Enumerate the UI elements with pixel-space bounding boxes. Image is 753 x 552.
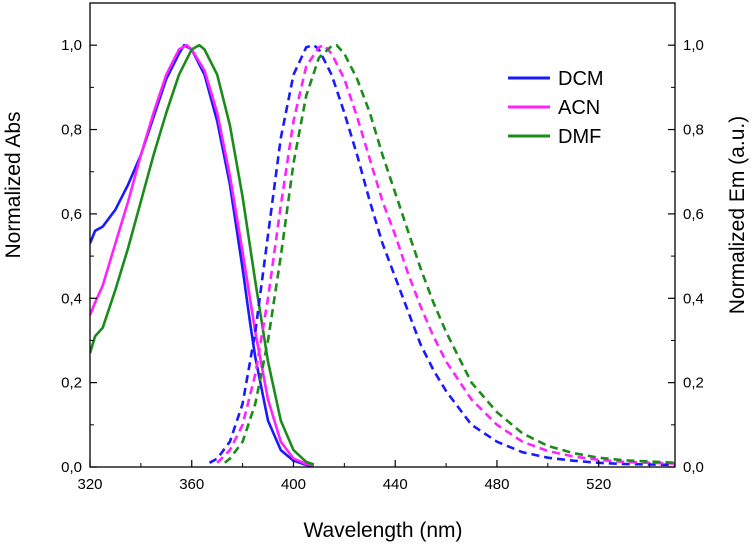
legend-label-dcm: DCM [558, 68, 604, 90]
y-left-tick-label: 1,0 [61, 37, 82, 54]
axes-group [89, 2, 676, 468]
ticks-group: 320 360 400 440 480 520 0,0 0,0 0,2 0,2 0,4 0,4 0,6 0… [61, 37, 704, 493]
series-line-emission-dmf [223, 43, 675, 465]
legend-label-dmf: DMF [558, 126, 601, 148]
legend: DCM ACN DMF [508, 68, 604, 148]
y-right-tick-label: 0,4 [683, 290, 704, 307]
y-right-tick-label: 0,0 [683, 459, 704, 476]
legend-label-acn: ACN [558, 97, 600, 119]
y-right-tick-label: 0,2 [683, 375, 704, 392]
y-left-tick-label: 0,4 [61, 290, 82, 307]
x-tick-label: 440 [383, 476, 408, 493]
plot-frame [89, 2, 676, 468]
x-tick-label: 360 [179, 476, 204, 493]
series-group [90, 43, 675, 467]
x-tick-label: 320 [77, 476, 102, 493]
series-line-emission-acn [216, 43, 675, 465]
y-right-tick-label: 1,0 [683, 37, 704, 54]
y-axis-left-title: Normalized Abs [2, 111, 25, 258]
y-left-tick-label: 0,8 [61, 122, 82, 139]
series-line-emission-dcm [208, 43, 675, 467]
x-tick-label: 400 [281, 476, 306, 493]
x-tick-label: 480 [484, 476, 509, 493]
x-axis-title: Wavelength (nm) [303, 519, 462, 542]
y-left-tick-label: 0,2 [61, 375, 82, 392]
series-line-absorption-dcm [90, 43, 314, 467]
series-line-absorption-acn [90, 43, 315, 467]
x-tick-label: 520 [586, 476, 611, 493]
y-left-tick-label: 0,6 [61, 206, 82, 223]
y-axis-right-title: Normalized Em (a.u.) [726, 116, 749, 314]
y-right-tick-label: 0,6 [683, 206, 704, 223]
y-left-tick-label: 0,0 [61, 459, 82, 476]
y-right-tick-label: 0,8 [683, 122, 704, 139]
series-line-absorption-dmf [90, 43, 315, 466]
